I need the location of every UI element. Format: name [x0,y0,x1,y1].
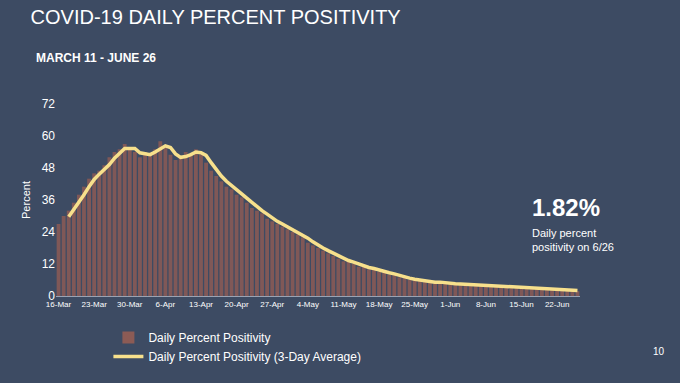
svg-text:6-Apr: 6-Apr [156,300,176,309]
svg-text:13-Apr: 13-Apr [189,300,213,309]
svg-text:16-Mar: 16-Mar [46,300,72,309]
svg-text:Daily percentpositivity on 6/2: Daily percentpositivity on 6/26 [532,227,614,253]
svg-text:8-Jun: 8-Jun [476,300,496,309]
svg-text:60: 60 [42,129,56,143]
svg-text:48: 48 [42,161,56,175]
svg-text:11-May: 11-May [330,300,356,309]
svg-text:12: 12 [42,257,56,271]
svg-text:36: 36 [42,193,56,207]
svg-text:COVID-19 DAILY PERCENT POSITIV: COVID-19 DAILY PERCENT POSITIVITY [31,6,401,28]
svg-text:Percent: Percent [20,181,32,219]
svg-text:30-Mar: 30-Mar [117,300,143,309]
svg-text:10: 10 [653,346,665,357]
svg-text:0: 0 [48,289,55,303]
svg-text:25-May: 25-May [401,300,428,309]
svg-text:72: 72 [42,97,56,111]
svg-text:20-Apr: 20-Apr [225,300,249,309]
svg-text:4-May: 4-May [297,300,319,309]
svg-text:1.82%: 1.82% [532,194,600,221]
svg-text:23-Mar: 23-Mar [81,300,107,309]
svg-text:22-Jun: 22-Jun [545,300,569,309]
svg-text:1-Jun: 1-Jun [440,300,460,309]
svg-text:15-Jun: 15-Jun [509,300,533,309]
svg-text:27-Apr: 27-Apr [260,300,284,309]
svg-text:18-May: 18-May [366,300,393,309]
svg-text:MARCH 11 - JUNE 26: MARCH 11 - JUNE 26 [36,51,156,65]
svg-text:Daily Percent Positivity (3-Da: Daily Percent Positivity (3-Day Average) [148,350,361,364]
svg-text:24: 24 [42,225,56,239]
svg-text:Daily Percent Positivity: Daily Percent Positivity [148,331,270,345]
